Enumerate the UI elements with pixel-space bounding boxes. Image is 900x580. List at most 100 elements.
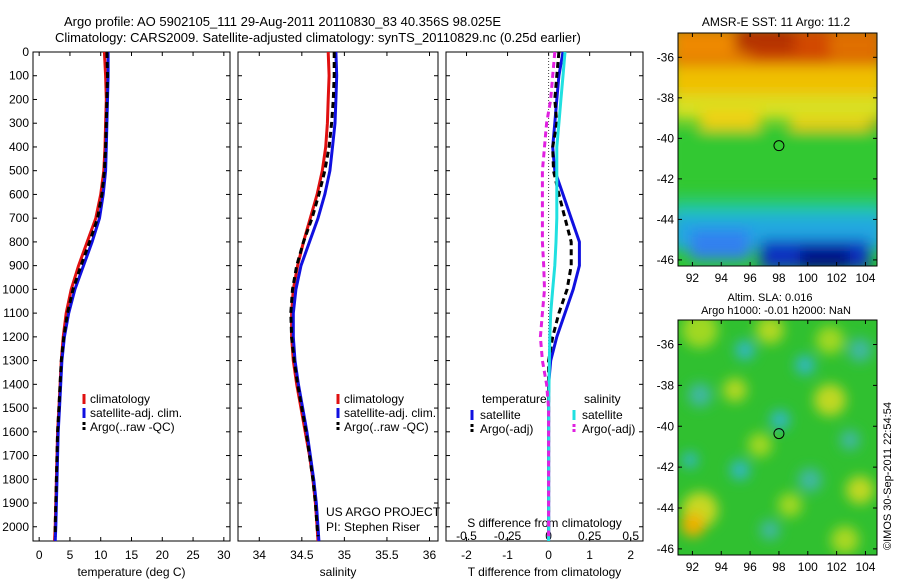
x-tick-label: 34	[253, 548, 267, 562]
legend-label: satellite	[480, 408, 521, 422]
legend-title: temperature	[482, 392, 547, 406]
map-y-tick-label: -38	[657, 378, 675, 392]
x-tick-label: 15	[125, 548, 139, 562]
y-tick-label: 1800	[2, 472, 29, 486]
legend-label: Argo(-adj)	[582, 422, 635, 436]
map-x-tick-label: 102	[827, 271, 847, 285]
x-axis-label: temperature (deg C)	[77, 565, 185, 579]
map-x-tick-label: 98	[772, 560, 786, 574]
y-tick-label: 100	[9, 69, 29, 83]
s-axis-label: S difference from climatology	[467, 516, 622, 530]
sla-map-subtitle: Argo h1000: -0.01 h2000: NaN	[701, 305, 851, 317]
map-x-tick-label: 94	[715, 560, 729, 574]
map-x-tick-label: 104	[855, 271, 875, 285]
map-y-tick-label: -40	[657, 131, 675, 145]
legend-label: climatology	[90, 392, 150, 406]
salinity-plot: 34 34.5 35 35.5 36 salinity climatologysatelli…	[237, 51, 441, 579]
y-tick-label: 400	[9, 140, 29, 154]
y-tick-label: 1600	[2, 425, 29, 439]
series-t-argo-adj	[547, 51, 573, 537]
legend-label: Argo(-adj)	[480, 422, 533, 436]
map-y-tick-label: -42	[657, 460, 675, 474]
x-tick-label: -1	[502, 548, 513, 562]
x-tick-label: 35.5	[375, 548, 399, 562]
s-tick-label: -0.5	[456, 529, 477, 543]
map-y-tick-label: -46	[657, 542, 675, 556]
map-x-tick-label: 102	[827, 560, 847, 574]
difference-plot: -2 -1 0 1 2 T difference from climatology S di…	[445, 51, 644, 579]
y-tick-label: 1900	[2, 496, 29, 510]
legend-label: Argo(..raw -QC)	[90, 420, 175, 434]
x-tick-label: 5	[67, 548, 74, 562]
sla-map-panel: 92 94 96 98 100 102 104 -36 -38 -40 -42 -44 -46	[657, 319, 878, 574]
x-tick-label: 25	[186, 548, 200, 562]
sst-map-panel: 92 94 96 98 100 102 104 -36 -38 -40 -42 -44 -46	[657, 32, 878, 285]
map-y-tick-label: -38	[657, 91, 675, 105]
y-tick-label: 1500	[2, 401, 29, 415]
x-tick-label: 1	[586, 548, 593, 562]
legend-label: satellite-adj. clim.	[344, 406, 436, 420]
y-tick-label: 0	[22, 45, 29, 59]
series-argo-raw-qc	[53, 51, 109, 537]
legend-label: Argo(..raw -QC)	[344, 420, 429, 434]
map-y-tick-label: -40	[657, 419, 675, 433]
y-tick-label: 300	[9, 116, 29, 130]
x-tick-label: 0	[545, 548, 552, 562]
x-tick-label: 10	[94, 548, 108, 562]
x-axis-label: T difference from climatology	[468, 565, 622, 579]
s-tick-label: -0.25	[494, 529, 522, 543]
map-x-tick-label: 96	[743, 271, 757, 285]
map-x-tick-label: 100	[798, 271, 818, 285]
y-tick-label: 900	[9, 259, 29, 273]
y-tick-label: 1300	[2, 354, 29, 368]
s-tick-label: 0.5	[622, 529, 639, 543]
x-tick-label: 20	[156, 548, 170, 562]
legend-label: satellite	[582, 408, 623, 422]
y-tick-label: 1100	[3, 306, 29, 320]
sst-map-title: AMSR-E SST: 11 Argo: 11.2	[702, 15, 851, 29]
map-y-tick-label: -46	[657, 253, 675, 267]
series-s-satellite	[547, 51, 567, 541]
y-tick-label: 200	[9, 92, 29, 106]
map-x-tick-label: 92	[686, 271, 700, 285]
x-tick-label: 36	[423, 548, 437, 562]
y-tick-label: 1200	[2, 330, 29, 344]
x-tick-label: 34.5	[290, 548, 314, 562]
map-y-tick-label: -36	[657, 338, 675, 352]
x-tick-label: -2	[461, 548, 472, 562]
y-tick-label: 1000	[2, 282, 29, 296]
project-annotation: PI: Stephen Riser	[326, 520, 420, 534]
y-tick-label: 800	[9, 235, 29, 249]
series-argo-raw-qc	[289, 52, 336, 537]
map-x-tick-label: 96	[743, 560, 757, 574]
figure-title-line1: Argo profile: AO 5902105_111 29-Aug-2011…	[64, 14, 502, 29]
s-tick-label: 0.25	[578, 529, 602, 543]
map-y-tick-label: -36	[657, 50, 675, 64]
x-tick-label: 35	[338, 548, 352, 562]
argo-float-marker	[773, 140, 785, 152]
map-y-tick-label: -44	[657, 501, 675, 515]
temperature-plot: 0100200300400500600700800900100011001200…	[2, 45, 231, 579]
y-tick-label: 500	[9, 164, 29, 178]
legend-title: salinity	[584, 392, 621, 406]
y-tick-label: 600	[9, 187, 29, 201]
legend-label: satellite-adj. clim.	[90, 406, 182, 420]
y-tick-label: 1400	[2, 377, 29, 391]
map-y-tick-label: -44	[657, 212, 675, 226]
copyright-credit: ©IMOS 30-Sep-2011 22:54:54	[882, 402, 894, 550]
series-s-argo-adj	[538, 51, 557, 537]
map-x-tick-label: 92	[686, 560, 700, 574]
x-tick-label: 0	[36, 548, 43, 562]
argo-float-marker	[773, 428, 785, 440]
x-axis-label: salinity	[320, 565, 357, 579]
map-x-tick-label: 94	[715, 271, 729, 285]
y-tick-label: 1700	[2, 449, 29, 463]
project-annotation: US ARGO PROJECT	[326, 505, 441, 519]
y-tick-label: 700	[9, 211, 29, 225]
figure-title-line2: Climatology: CARS2009. Satellite-adjuste…	[55, 30, 581, 45]
map-x-tick-label: 100	[798, 560, 818, 574]
map-x-tick-label: 104	[855, 560, 875, 574]
map-y-tick-label: -42	[657, 172, 675, 186]
salinity-plot-frame	[237, 51, 439, 542]
